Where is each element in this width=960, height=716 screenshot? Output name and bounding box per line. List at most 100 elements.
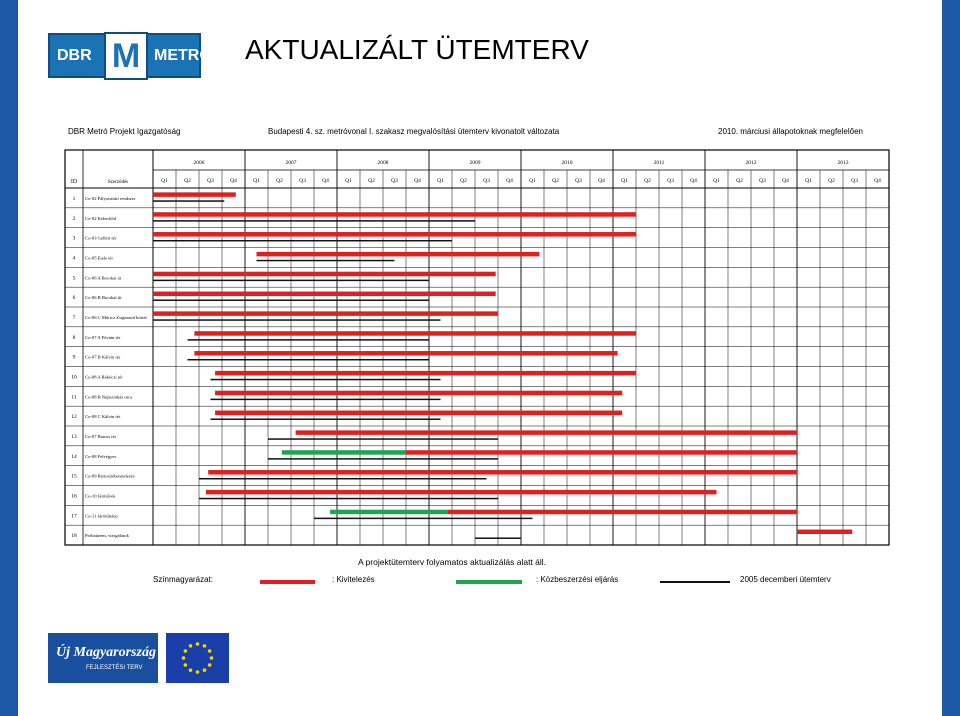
row-name: Co-02 Pályavasúti rendszer (85, 196, 136, 201)
gantt-bar-procurement (281, 450, 406, 455)
left-blue-edge (0, 0, 18, 716)
gantt-bar-construction (205, 489, 717, 495)
year-label: 2011 (654, 160, 665, 166)
legend-red-line (260, 580, 315, 584)
gantt-bar-2005-plan (268, 438, 498, 440)
legend-item-construction: : Kivitelezés (332, 575, 375, 584)
quarter-label: Q3 (483, 178, 490, 184)
eu-star (207, 649, 212, 653)
gantt-bar-construction (215, 370, 636, 376)
name-column-header: Szerződés (108, 180, 128, 185)
row-name: Co-08 Felvégyes (85, 454, 116, 459)
quarter-label: Q2 (184, 178, 191, 184)
year-label: 2013 (838, 160, 849, 166)
gantt-bar-2005-plan (210, 378, 441, 381)
year-label: 2010 (562, 160, 573, 166)
gantt-bar-2005-plan (187, 339, 429, 341)
row-name: Co-08 C Kálvin tér (85, 414, 121, 419)
quarter-label: Q2 (644, 178, 651, 184)
row-id: 7 (73, 315, 76, 321)
row-id: 18 (71, 533, 77, 539)
id-column-header: ID (71, 179, 78, 185)
gantt-bar-2005-plan (153, 299, 429, 301)
eu-star (181, 656, 186, 660)
gantt-chart: ID Szerződés 2006 Q1 Q2 Q3 Q4 2007 Q1 Q2 Q3 Q4 2008 Q… (64, 149, 890, 546)
quarter-label: Q2 (828, 178, 835, 184)
year-label: 2006 (194, 160, 205, 166)
logo1-text: Új Magyarország (56, 645, 156, 660)
doc-subtitle: Budapesti 4. sz. metróvonal I. szakasz m… (268, 127, 560, 136)
row-name: Co-06 C Móricz Zsigmond körtér (85, 315, 147, 320)
right-blue-edge (942, 0, 960, 716)
row-name: Co-07 Baross tér (85, 434, 117, 439)
row-id: 8 (73, 335, 76, 341)
row-id: 16 (71, 493, 77, 499)
row-id: 9 (73, 355, 76, 361)
eu-star (209, 656, 214, 660)
gantt-bar-2005-plan (475, 537, 521, 539)
quarter-label: Q4 (874, 178, 881, 184)
gantt-bar-construction (194, 331, 636, 336)
eu-star (195, 670, 200, 674)
gantt-bar-2005-plan (153, 200, 225, 202)
gantt-bar-construction (406, 450, 797, 455)
quarter-label: Q4 (414, 178, 421, 184)
row-id: 5 (73, 275, 76, 281)
quarter-label: Q3 (759, 178, 766, 184)
uj-magyarorszag-logo: Új Magyarország FEJLESZTÉSI TERV (48, 633, 158, 683)
eu-star (195, 642, 200, 646)
doc-status: 2010. márciusi állapotoknak megfelelően (718, 127, 863, 136)
row-name: Co-06 A Bocskai út (85, 275, 122, 280)
legend-green-line (456, 580, 522, 584)
quarter-label: Q1 (161, 178, 168, 184)
quarter-label: Q3 (391, 178, 398, 184)
row-name: Co-07 B Kálvin tér (85, 355, 121, 360)
row-name: Co-07 A Fővám tér (85, 335, 121, 340)
row-name: Co-06 B Bocskai út (85, 295, 122, 300)
row-name: Co-09 Biztosítóberendezés (85, 474, 135, 479)
logo-m-icon: M (104, 32, 148, 80)
gantt-bar-2005-plan (210, 398, 441, 401)
quarter-label: Q4 (506, 178, 513, 184)
quarter-label: Q2 (736, 178, 743, 184)
quarter-label: Q1 (345, 178, 352, 184)
gantt-bar-construction (153, 311, 498, 316)
quarter-label: Q4 (782, 178, 789, 184)
row-id: 11 (71, 394, 77, 400)
row-id: 17 (71, 513, 77, 519)
quarter-label: Q3 (575, 178, 582, 184)
dbr-metro-logo: DBR M METRO (48, 32, 212, 80)
logo1-sub: FEJLESZTÉSI TERV (86, 665, 143, 671)
gantt-bar-2005-plan (153, 239, 452, 242)
gantt-bar-2005-plan (268, 458, 498, 460)
legend-item-2005-plan: 2005 decemberi ütemterv (740, 575, 831, 584)
quarter-label: Q1 (713, 178, 720, 184)
year-label: 2012 (746, 160, 757, 166)
quarter-label: Q3 (667, 178, 674, 184)
gantt-bar-construction (215, 410, 623, 416)
gantt-bar-construction (208, 470, 797, 475)
year-label: 2007 (286, 160, 297, 166)
eu-star (183, 663, 188, 667)
quarter-label: Q1 (621, 178, 628, 184)
gantt-bar-construction (447, 509, 797, 515)
legend-label: Színmagyarázat: (153, 575, 214, 584)
gantt-bar-2005-plan (187, 358, 429, 361)
legend-black-line (660, 581, 730, 583)
row-name: Co-02 Kelenföld (85, 216, 117, 221)
gantt-bar-construction (153, 271, 496, 277)
quarter-label: Q4 (322, 178, 329, 184)
row-name: Próbaüzem, vizsgálatok (85, 533, 130, 539)
row-id: 10 (71, 374, 77, 380)
gantt-bar-construction (153, 212, 636, 217)
row-id: 14 (71, 454, 77, 460)
row-name: Co-10 Járművek (85, 493, 116, 498)
row-id: 3 (73, 236, 76, 242)
legend-item-procurement: : Közbeszerzési eljárás (536, 575, 619, 584)
row-id: 13 (71, 434, 77, 440)
row-id: 15 (71, 474, 77, 480)
quarter-label: Q4 (598, 178, 605, 184)
gantt-bar-2005-plan (314, 517, 533, 520)
row-id: 1 (73, 196, 76, 202)
logo-dbr-text: DBR (57, 47, 92, 64)
